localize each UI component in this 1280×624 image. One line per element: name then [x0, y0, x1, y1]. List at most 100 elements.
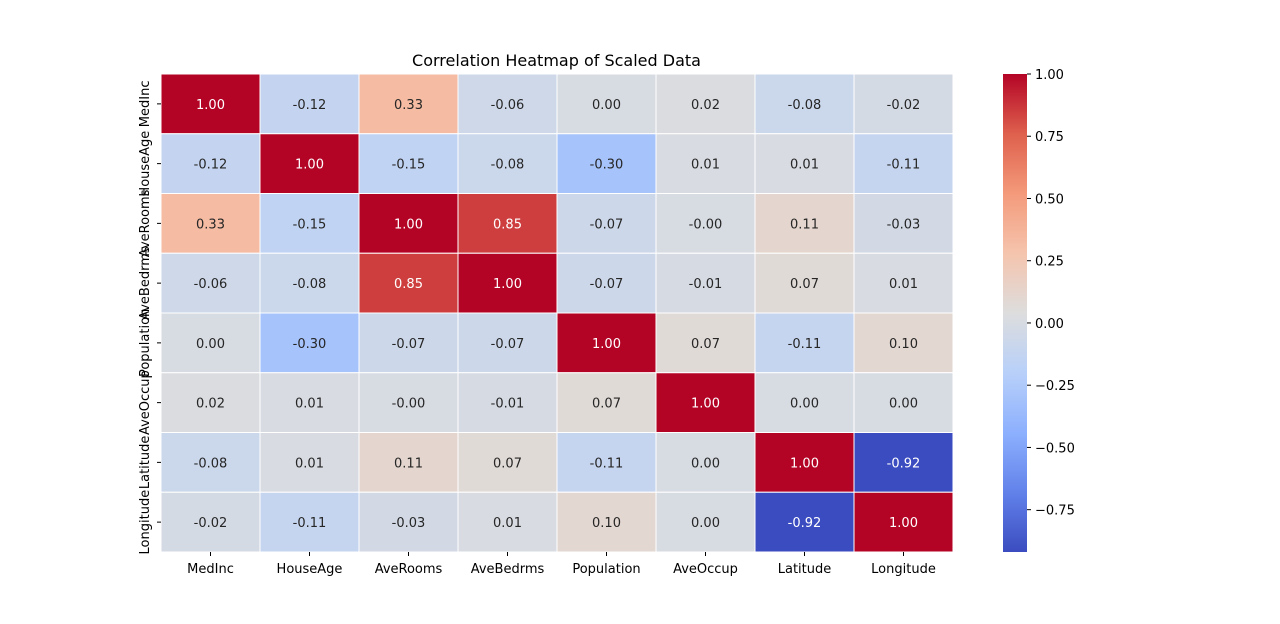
cell-annotation: -0.92	[788, 516, 822, 531]
cell-annotation: 1.00	[196, 98, 225, 113]
cell-annotation: -0.07	[392, 337, 426, 352]
cell-annotation: -0.07	[590, 217, 624, 232]
heatmap-cell	[259, 432, 360, 493]
cell-annotation: -0.15	[392, 158, 426, 173]
cell-annotation: 0.02	[691, 98, 720, 113]
heatmap-cell	[259, 133, 360, 194]
cell-annotation: -0.02	[887, 98, 921, 113]
cell-annotation: -0.01	[689, 277, 723, 292]
cell-annotation: 0.01	[295, 397, 324, 412]
cell-annotation: 1.00	[493, 277, 522, 292]
heatmap-cell	[853, 432, 954, 493]
cell-annotation: 0.85	[493, 217, 522, 232]
heatmap-cell	[457, 73, 558, 135]
cell-annotation: -0.08	[788, 98, 822, 113]
cell-annotation: -0.92	[887, 456, 921, 471]
y-tick-label: Longitude	[138, 490, 153, 555]
heatmap-cell	[457, 312, 558, 374]
cell-annotation: 0.00	[889, 397, 918, 412]
cell-annotation: -0.11	[887, 158, 921, 173]
heatmap-cell	[655, 312, 756, 374]
heatmap-cell	[556, 193, 657, 254]
heatmap-cell	[556, 432, 657, 493]
heatmap-cell	[556, 252, 657, 314]
cell-annotation: -0.07	[590, 277, 624, 292]
cell-annotation: 0.01	[691, 158, 720, 173]
colorbar-tick-label: 0.00	[1035, 317, 1064, 332]
y-tick-label: Population	[138, 309, 153, 377]
cell-annotation: 0.01	[295, 456, 324, 471]
y-tick-label: AveBedrms	[138, 246, 153, 320]
heatmap-cell	[556, 312, 657, 374]
cell-annotation: -0.11	[590, 456, 624, 471]
cell-annotation: 0.01	[790, 158, 819, 173]
x-tick-label: Latitude	[778, 562, 832, 577]
cell-annotation: -0.15	[293, 217, 327, 232]
cell-annotation: -0.00	[689, 217, 723, 232]
cell-annotation: 1.00	[691, 397, 720, 412]
x-tick-label: AveOccup	[673, 562, 738, 577]
colorbar	[1003, 74, 1027, 552]
x-axis-ticks: MedInc HouseAge AveRooms AveBedrms Populatio…	[187, 552, 936, 577]
cell-annotation: 0.00	[691, 456, 720, 471]
x-tick-label: Longitude	[871, 562, 936, 577]
cell-annotation: 0.85	[394, 277, 423, 292]
cell-annotation: 0.00	[196, 337, 225, 352]
cell-annotation: 0.11	[790, 217, 819, 232]
colorbar-tick-label: −0.75	[1035, 504, 1075, 519]
cell-annotation: 0.00	[592, 98, 621, 113]
heatmap-cells	[160, 73, 954, 553]
heatmap-cell	[160, 252, 261, 314]
heatmap-cell	[358, 312, 459, 374]
heatmap-cell	[754, 312, 855, 374]
colorbar-tick-label: 0.75	[1035, 130, 1064, 145]
heatmap-cell	[655, 372, 756, 433]
heatmap-cell	[655, 73, 756, 135]
cell-annotation: 0.02	[196, 397, 225, 412]
cell-annotation: 1.00	[790, 456, 819, 471]
heatmap-cell	[853, 312, 954, 374]
heatmap-cell	[754, 372, 855, 433]
heatmap-cell	[457, 252, 558, 314]
colorbar-tick-label: 1.00	[1035, 68, 1064, 83]
cell-annotation: 0.10	[889, 337, 918, 352]
y-tick-label: AveRooms	[138, 189, 153, 257]
heatmap-cell	[160, 432, 261, 493]
cell-annotation: 0.10	[592, 516, 621, 531]
cell-annotation: -0.06	[491, 98, 525, 113]
colorbar-tick-label: −0.25	[1035, 379, 1075, 394]
heatmap-cell	[259, 193, 360, 254]
y-tick-label: HouseAge	[138, 131, 153, 197]
heatmap-cell	[655, 133, 756, 194]
heatmap-cell	[358, 372, 459, 433]
x-tick-label: Population	[572, 562, 640, 577]
heatmap-cell	[556, 372, 657, 433]
heatmap-cell	[259, 73, 360, 135]
cell-annotation: 0.00	[790, 397, 819, 412]
heatmap-cell	[853, 193, 954, 254]
cell-annotation: -0.08	[293, 277, 327, 292]
colorbar-tick-label: 0.50	[1035, 192, 1064, 207]
cell-annotation: -0.12	[293, 98, 327, 113]
cell-annotation: -0.00	[392, 397, 426, 412]
colorbar-tick-label: −0.50	[1035, 441, 1075, 456]
heatmap-cell	[853, 491, 954, 553]
cell-annotation: -0.11	[788, 337, 822, 352]
colorbar-ticks: 1.00 0.75 0.50 0.25 0.00 −0.25 −0.50 −0.75	[1027, 68, 1075, 519]
x-tick-label: AveBedrms	[471, 562, 545, 577]
y-tick-label: MedInc	[138, 81, 153, 128]
heatmap-cell	[358, 73, 459, 135]
cell-annotation: -0.30	[590, 158, 624, 173]
heatmap-cell	[655, 432, 756, 493]
heatmap-cell	[358, 252, 459, 314]
y-tick-label: AveOccup	[138, 370, 153, 435]
cell-annotation: 0.11	[394, 456, 423, 471]
cell-annotation: -0.12	[194, 158, 228, 173]
heatmap-cell	[556, 73, 657, 135]
heatmap-cell	[457, 193, 558, 254]
heatmap-cell	[853, 372, 954, 433]
cell-annotation: -0.03	[887, 217, 921, 232]
cell-annotation: -0.07	[491, 337, 525, 352]
